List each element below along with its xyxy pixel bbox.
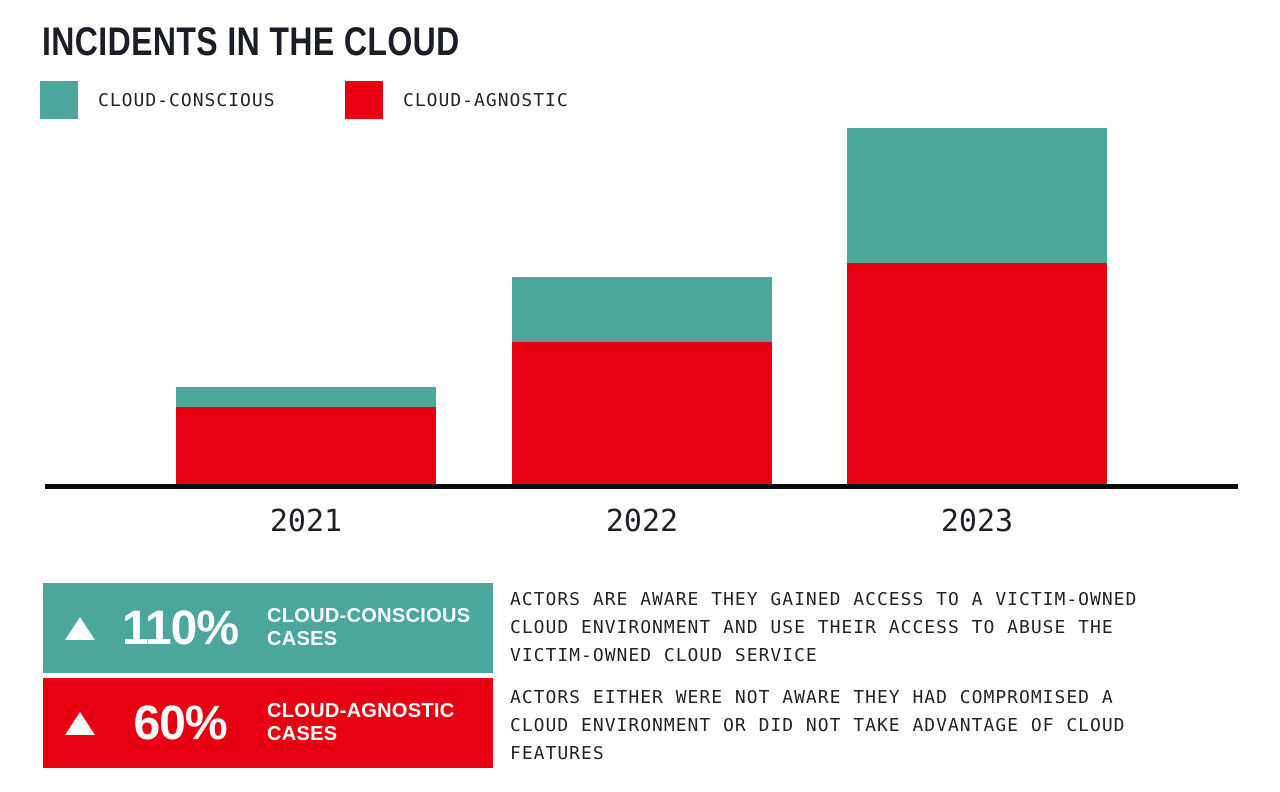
page-title: INCIDENTS IN THE CLOUD bbox=[42, 20, 460, 64]
bar-group-2021 bbox=[176, 387, 436, 484]
legend-swatch-cloud-agnostic-icon bbox=[345, 81, 383, 119]
legend-item-cloud-conscious: CLOUD-CONSCIOUS bbox=[40, 81, 276, 119]
bar-segment-cloud-conscious-2022 bbox=[512, 277, 772, 342]
callout-cloud-agnostic: 60% CLOUD-AGNOSTIC CASES bbox=[43, 678, 493, 768]
description-cloud-agnostic: ACTORS EITHER WERE NOT AWARE THEY HAD CO… bbox=[510, 684, 1126, 768]
description-line: VICTIM-OWNED CLOUD SERVICE bbox=[510, 645, 818, 666]
bar-segment-cloud-conscious-2021 bbox=[176, 387, 436, 407]
callout-label-line: CASES bbox=[267, 723, 338, 745]
description-line: ACTORS ARE AWARE THEY GAINED ACCESS TO A… bbox=[510, 589, 1138, 610]
legend-label-cloud-conscious: CLOUD-CONSCIOUS bbox=[98, 89, 276, 111]
bar-group-2022 bbox=[512, 277, 772, 484]
x-axis-label-2022: 2022 bbox=[605, 504, 679, 539]
triangle-up-icon bbox=[65, 616, 95, 640]
description-line: ACTORS EITHER WERE NOT AWARE THEY HAD CO… bbox=[510, 687, 1114, 708]
legend-item-cloud-agnostic: CLOUD-AGNOSTIC bbox=[345, 81, 569, 119]
callout-label-line: CLOUD-AGNOSTIC bbox=[267, 700, 455, 722]
callout-cloud-conscious: 110% CLOUD-CONSCIOUS CASES bbox=[43, 583, 493, 673]
bar-segment-cloud-agnostic-2023 bbox=[847, 263, 1107, 484]
x-axis-label-2021: 2021 bbox=[269, 504, 343, 539]
legend-label-cloud-agnostic: CLOUD-AGNOSTIC bbox=[403, 89, 569, 111]
bar-segment-cloud-conscious-2023 bbox=[847, 128, 1107, 263]
triangle-up-icon bbox=[65, 711, 95, 735]
delta-cloud-agnostic: 60% bbox=[133, 696, 227, 750]
bar-segment-cloud-agnostic-2022 bbox=[512, 342, 772, 484]
callout-label-line: CLOUD-CONSCIOUS bbox=[267, 605, 471, 627]
description-line: FEATURES bbox=[510, 743, 605, 764]
delta-cloud-conscious: 110% bbox=[121, 601, 239, 655]
bar-group-2023 bbox=[847, 128, 1107, 484]
description-cloud-conscious: ACTORS ARE AWARE THEY GAINED ACCESS TO A… bbox=[510, 586, 1137, 670]
chart-plot-area: 2021 2022 2023 bbox=[45, 128, 1238, 539]
description-line: CLOUD ENVIRONMENT AND USE THEIR ACCESS T… bbox=[510, 617, 1114, 638]
callout-label-line: CASES bbox=[267, 628, 338, 650]
callout-label-cloud-conscious: CLOUD-CONSCIOUS CASES bbox=[267, 605, 470, 651]
x-axis-line bbox=[45, 484, 1238, 489]
bar-segment-cloud-agnostic-2021 bbox=[176, 407, 436, 484]
callout-label-cloud-agnostic: CLOUD-AGNOSTIC CASES bbox=[267, 700, 455, 746]
description-line: CLOUD ENVIRONMENT OR DID NOT TAKE ADVANT… bbox=[510, 715, 1126, 736]
x-axis-label-2023: 2023 bbox=[940, 504, 1014, 539]
legend-swatch-cloud-conscious-icon bbox=[40, 81, 78, 119]
